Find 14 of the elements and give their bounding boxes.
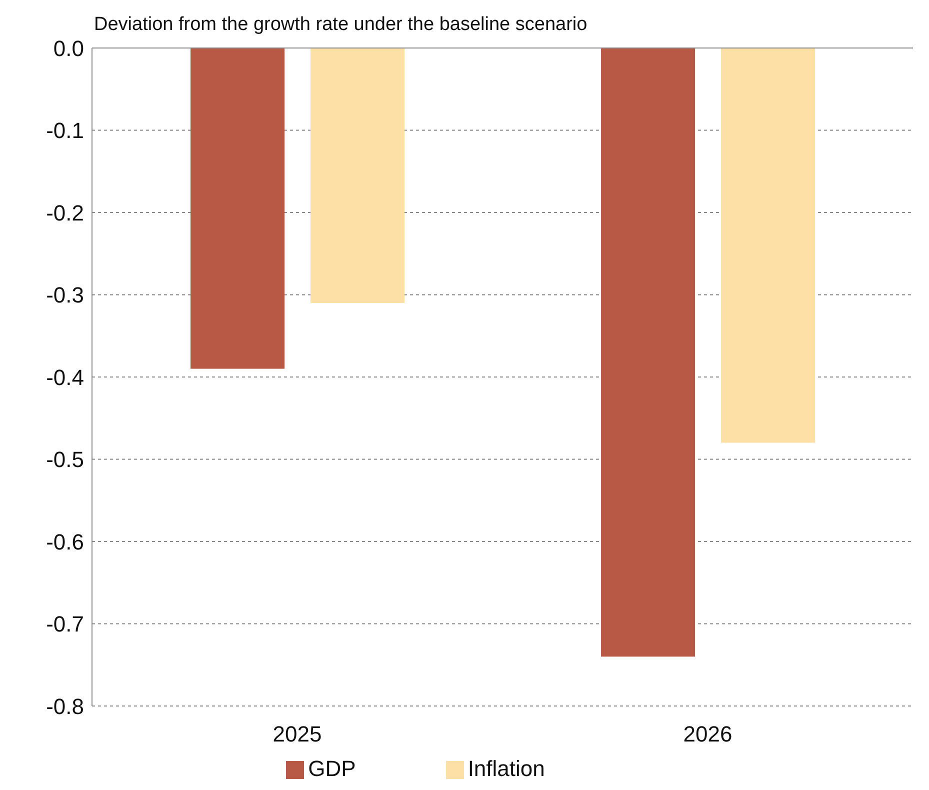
y-tick-label: -0.2: [46, 200, 84, 226]
y-tick-label: -0.4: [46, 364, 84, 390]
y-tick-label: -0.1: [46, 118, 84, 144]
y-tick-label: -0.5: [46, 447, 84, 472]
y-tick-label: -0.8: [46, 694, 84, 719]
y-tick-label: -0.6: [46, 529, 84, 554]
legend-label: Inflation: [468, 756, 545, 781]
y-tick-label: 0.0: [53, 36, 84, 61]
x-tick-label: 2025: [272, 722, 322, 747]
legend-label: GDP: [308, 756, 356, 781]
x-tick-label: 2026: [683, 722, 732, 747]
y-tick-label: -0.7: [46, 612, 84, 637]
y-tick-label: -0.3: [46, 282, 84, 308]
y-axis-title: Deviation from the growth rate under the baseline scenario: [94, 14, 588, 36]
